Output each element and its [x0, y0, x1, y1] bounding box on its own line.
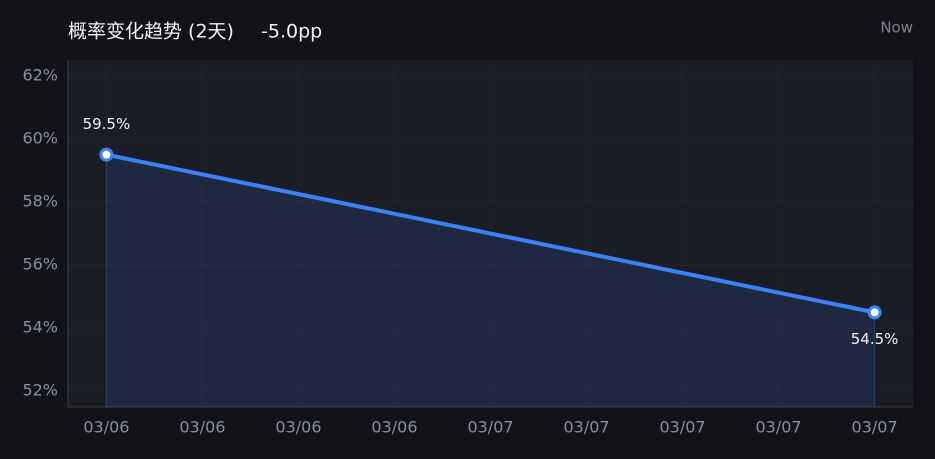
chart-title: 概率变化趋势 (2天) [68, 21, 234, 43]
x-tick-label: 03/07 [659, 418, 705, 437]
x-tick-label: 03/06 [275, 418, 321, 437]
time-label: Now [880, 19, 913, 37]
x-tick-label: 03/07 [467, 418, 513, 437]
y-tick-label: 58% [22, 191, 58, 210]
y-tick-label: 52% [22, 381, 58, 400]
value-label: 54.5% [851, 330, 899, 348]
y-tick-label: 56% [22, 255, 58, 274]
point [867, 305, 882, 320]
x-tick-label: 03/07 [563, 418, 609, 437]
x-tick-label: 03/06 [371, 418, 417, 437]
y-tick-label: 62% [22, 65, 58, 84]
y-tick-label: 60% [22, 128, 58, 147]
y-tick-label: 54% [22, 318, 58, 337]
x-tick-label: 03/07 [852, 418, 898, 437]
x-tick-label: 03/06 [179, 418, 225, 437]
value-label: 59.5% [83, 115, 131, 133]
line [106, 152, 875, 315]
change: -5.0pp [261, 21, 322, 43]
x-tick-label: 03/07 [756, 418, 802, 437]
x-tick-label: 03/06 [83, 418, 129, 437]
point [99, 147, 114, 162]
area [106, 154, 875, 407]
